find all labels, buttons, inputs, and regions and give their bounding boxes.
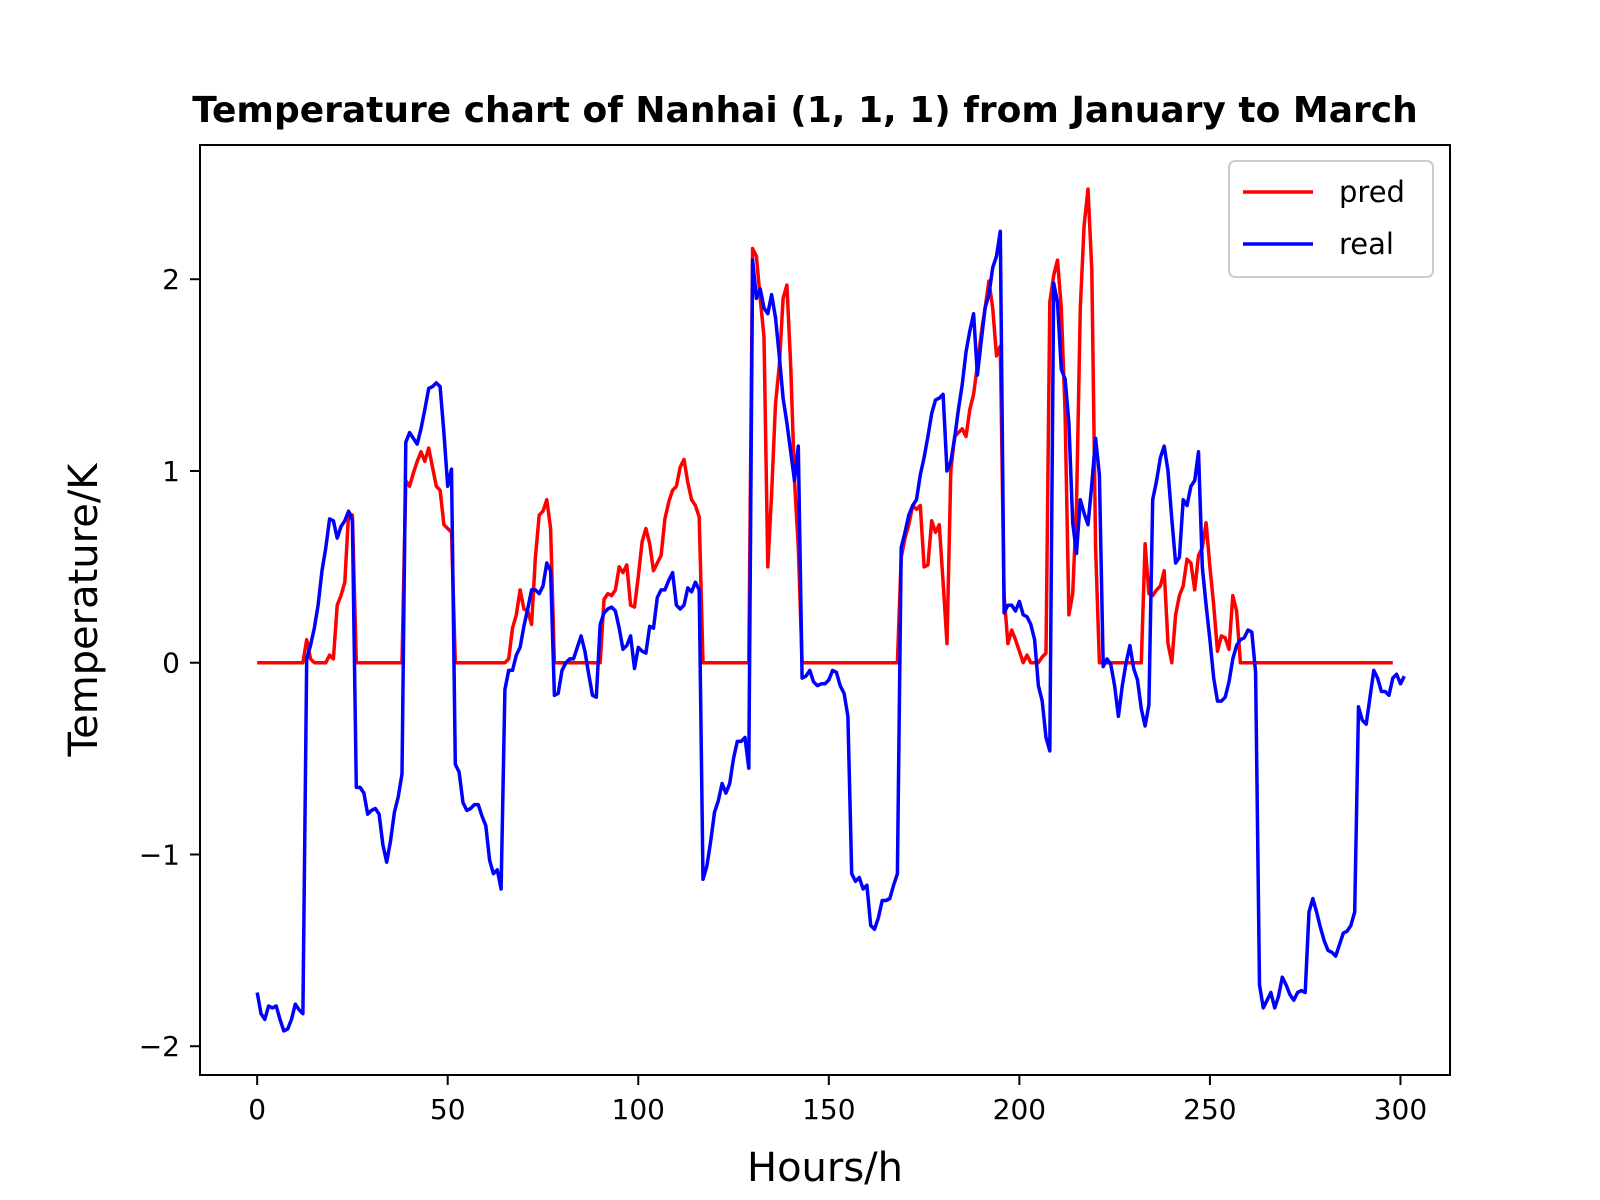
x-tick-label: 0 xyxy=(248,1093,266,1126)
y-tick-label: 0 xyxy=(162,647,180,680)
series-line-real xyxy=(255,229,1406,1033)
x-tick-label: 100 xyxy=(612,1093,665,1126)
x-tick-label: 250 xyxy=(1183,1093,1236,1126)
x-axis-label: Hours/h xyxy=(747,1145,903,1191)
legend-box xyxy=(1228,160,1434,278)
legend: pred real xyxy=(1228,160,1434,278)
y-axis-label: Temperature/K xyxy=(61,462,107,758)
plot-frame xyxy=(199,144,1451,1076)
x-tick-label: 300 xyxy=(1374,1093,1427,1126)
x-tick-label: 50 xyxy=(430,1093,466,1126)
x-tick-label: 200 xyxy=(993,1093,1046,1126)
x-axis: 0 50 100 150 200 250 300 xyxy=(248,1075,1427,1126)
plot-lines xyxy=(255,187,1406,1033)
legend-real-label: real xyxy=(1339,227,1394,261)
legend-pred-label: pred xyxy=(1339,175,1405,209)
y-tick-label: −1 xyxy=(139,838,180,871)
y-tick-label: −2 xyxy=(139,1030,180,1063)
y-tick-label: 1 xyxy=(162,455,180,488)
x-tick-label: 150 xyxy=(802,1093,855,1126)
y-axis: −2 −1 0 1 2 xyxy=(139,263,200,1063)
chart-title: Temperature chart of Nanhai (1, 1, 1) fr… xyxy=(192,90,1418,131)
y-tick-label: 2 xyxy=(162,263,180,296)
